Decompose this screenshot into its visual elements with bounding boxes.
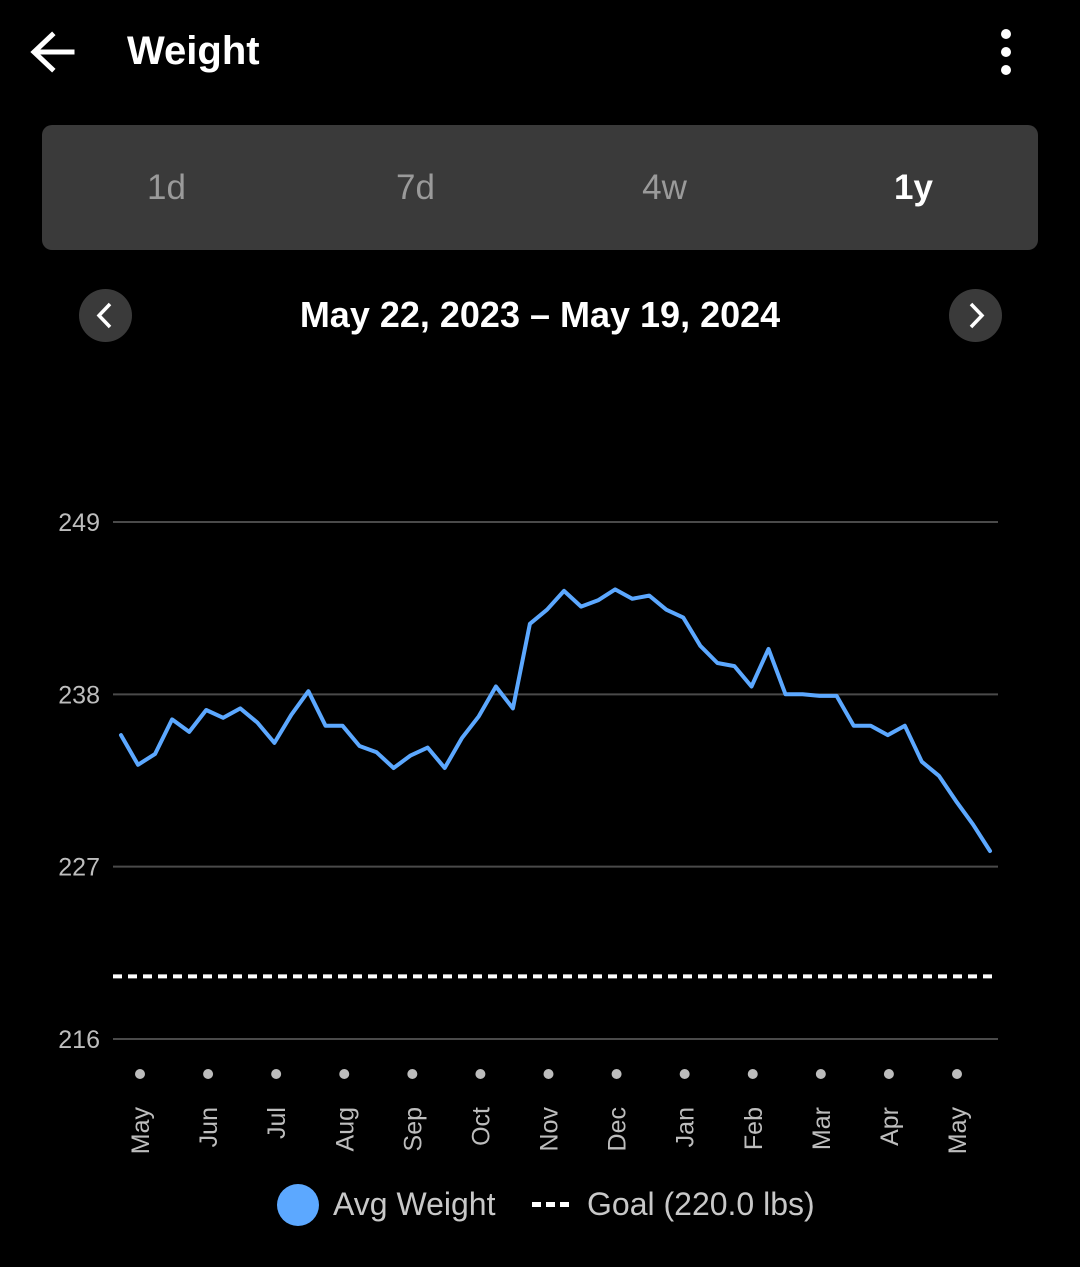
- x-tick-label: Jul: [263, 1107, 291, 1139]
- x-tick-dot: [543, 1069, 554, 1079]
- more-vert-icon[interactable]: [982, 24, 1030, 80]
- x-tick-dot: [952, 1069, 962, 1079]
- x-tick-dot: [135, 1069, 145, 1079]
- x-tick-label: Mar: [808, 1107, 836, 1150]
- x-tick-label: Sep: [399, 1107, 427, 1151]
- x-tick-label: Jan: [672, 1107, 700, 1147]
- chevron-left-icon: [96, 302, 112, 329]
- x-tick-dot: [815, 1069, 826, 1079]
- x-tick-dot: [475, 1069, 486, 1079]
- app-bar: Weight: [0, 0, 1080, 104]
- tab-4w[interactable]: 4w: [642, 167, 687, 207]
- goal-legend-label: Goal (220.0 lbs): [587, 1186, 815, 1222]
- chart-legend: Avg Weight Goal (220.0 lbs): [0, 1178, 1080, 1234]
- y-tick-label: 249: [58, 509, 100, 537]
- tab-1y[interactable]: 1y: [894, 167, 933, 207]
- x-tick-label: Dec: [604, 1107, 632, 1151]
- x-tick-dot: [747, 1069, 758, 1079]
- x-tick-dot: [611, 1069, 622, 1079]
- x-tick-dot: [203, 1069, 214, 1079]
- avg-weight-legend-swatch: [277, 1184, 319, 1226]
- chevron-right-icon: [969, 302, 985, 329]
- tab-1d[interactable]: 1d: [147, 167, 186, 207]
- page-title: Weight: [127, 29, 260, 73]
- avg-weight-legend-label: Avg Weight: [333, 1186, 496, 1222]
- tab-7d[interactable]: 7d: [396, 167, 435, 207]
- x-tick-dot: [339, 1069, 350, 1079]
- x-tick-dot: [271, 1069, 282, 1079]
- weight-chart: 216 227 238 249 May Jun Jul Aug Sep Oct Nov Dec Jan F…: [58, 509, 998, 1155]
- x-tick-label: May: [944, 1107, 972, 1155]
- date-range-label: May 22, 2023 – May 19, 2024: [299, 294, 781, 335]
- x-tick-label: Nov: [536, 1107, 564, 1152]
- x-tick-label: Oct: [467, 1107, 495, 1146]
- x-tick-label: Feb: [740, 1107, 768, 1150]
- x-tick-dot: [407, 1069, 418, 1079]
- previous-period-button[interactable]: [79, 289, 132, 342]
- y-tick-label: 216: [58, 1026, 100, 1054]
- x-tick-dot: [679, 1069, 690, 1079]
- next-period-button[interactable]: [949, 289, 1002, 342]
- goal-legend-swatch: [532, 1202, 570, 1207]
- avg-weight-line: [119, 587, 992, 853]
- time-range-tabs: 1d 7d 4w 1y: [42, 125, 1038, 250]
- x-tick-label: Apr: [876, 1107, 904, 1146]
- arrow-left-icon[interactable]: [22, 22, 84, 84]
- y-tick-label: 238: [58, 681, 100, 709]
- x-tick-dot: [883, 1069, 894, 1079]
- x-tick-label: Jun: [195, 1107, 223, 1147]
- x-tick-label: May: [127, 1107, 155, 1155]
- x-tick-label: Aug: [331, 1107, 359, 1151]
- y-tick-label: 227: [58, 854, 100, 882]
